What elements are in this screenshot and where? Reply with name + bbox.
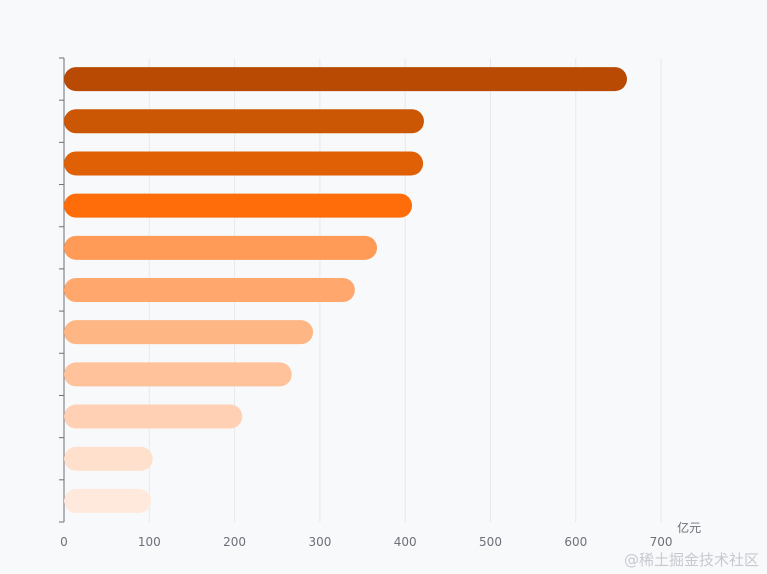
x-tick-label: 600 [564,535,587,549]
bar [64,109,424,134]
bar [64,151,424,176]
bar [64,362,292,387]
bar [64,446,153,471]
x-tick-label: 100 [138,535,161,549]
bar [64,278,355,302]
watermark: @稀土掘金技术社区 [623,551,759,569]
bar [64,193,413,218]
bar [64,404,243,429]
bar [64,488,152,513]
x-tick-label: 500 [479,535,502,549]
bar [64,67,627,92]
x-axis-unit-label: 亿元 [677,520,701,535]
x-tick-label: 700 [650,535,673,549]
x-tick-label: 300 [308,535,331,549]
x-tick-label: 400 [394,535,417,549]
x-tick-label: 0 [60,535,68,549]
bar [64,320,314,345]
bar [64,235,378,260]
x-tick-label: 200 [223,535,246,549]
